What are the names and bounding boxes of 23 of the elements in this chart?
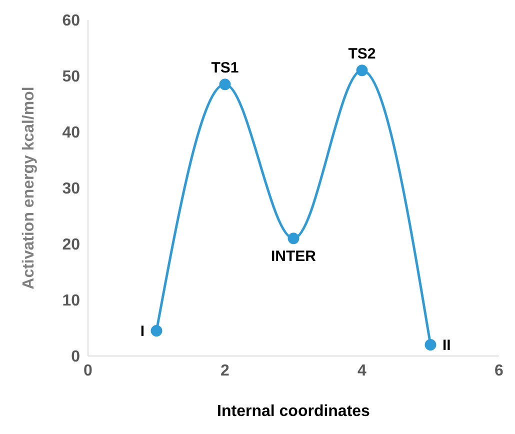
y-tick-label: 30 — [62, 180, 80, 198]
x-axis-title: Internal coordinates — [217, 403, 370, 420]
x-tick-label: 0 — [84, 362, 93, 380]
y-tick-label: 50 — [62, 68, 80, 86]
y-tick-label: 40 — [62, 124, 80, 142]
y-axis-title: Activation energy kcal/mol — [20, 86, 38, 290]
point — [288, 232, 300, 244]
x-tick-label: 2 — [220, 362, 230, 380]
y-tick-label: 20 — [62, 236, 80, 254]
x-tick-label: 6 — [494, 362, 504, 380]
annotation: TS1 — [211, 59, 239, 76]
y-tick-label: 60 — [62, 12, 80, 30]
point — [150, 325, 162, 337]
point — [219, 78, 231, 90]
point — [356, 64, 368, 76]
annotation: TS2 — [348, 45, 376, 62]
annotation: II — [442, 337, 451, 354]
point — [424, 339, 436, 351]
y-tick-label: 0 — [71, 348, 80, 366]
y-tick-label: 10 — [62, 292, 80, 310]
annotation: INTER — [271, 248, 316, 266]
x-tick-label: 4 — [358, 362, 367, 380]
annotation: I — [140, 323, 144, 340]
